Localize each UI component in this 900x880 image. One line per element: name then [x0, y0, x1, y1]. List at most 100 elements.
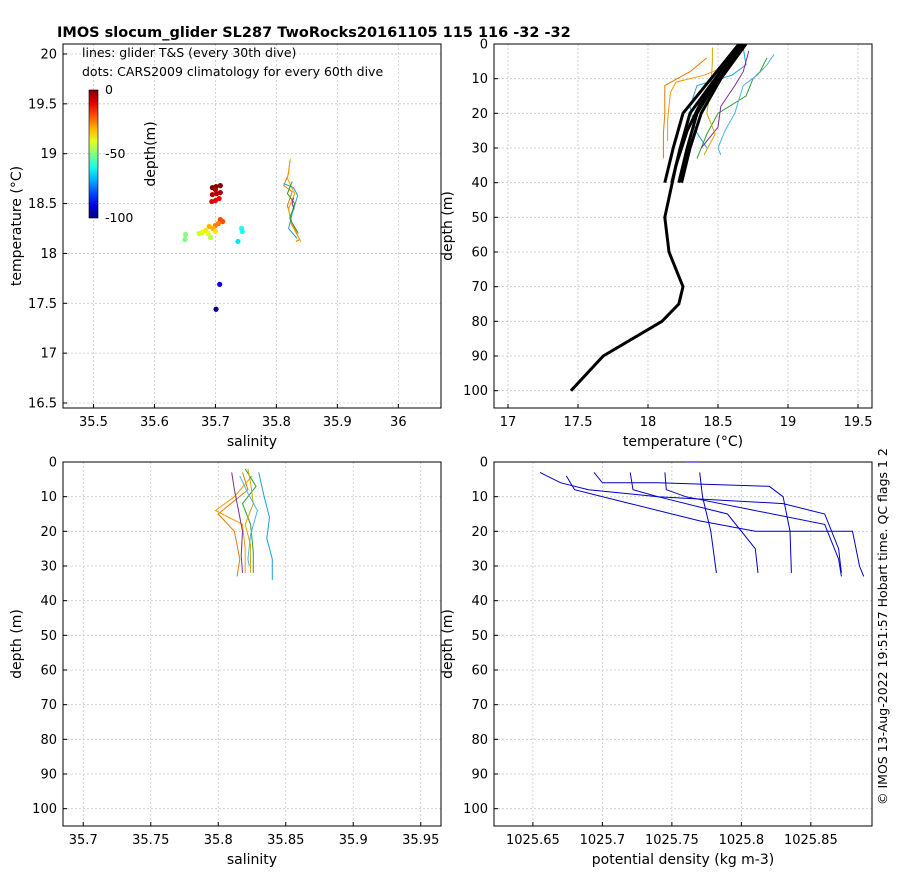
series-line-3-0: [539, 471, 759, 573]
salinity-depth-panel: 35.7 35.75 35.8 35.85 35.9 35.95 0 10 20 30 40 50 60…: [9, 456, 442, 868]
y-tick-label: 50: [40, 629, 57, 644]
y-tick-label: 18: [40, 247, 57, 262]
x-tick-label: 1025.65: [506, 833, 560, 848]
y-tick-label: 20: [471, 525, 488, 540]
y-tick-label: 19.5: [28, 97, 57, 112]
y-tick-label: 70: [471, 280, 488, 295]
series-line-1-4: [700, 50, 750, 149]
series-line-3-2: [593, 472, 792, 573]
y-tick-label: 100: [463, 384, 488, 399]
y-tick-label: 60: [471, 246, 488, 261]
y-axis-label: depth (m): [440, 609, 456, 679]
x-axis-label: salinity: [227, 852, 277, 868]
series-line-2-1: [214, 475, 253, 573]
x-tick-label: 19.5: [844, 415, 873, 430]
plot-frame-2: [62, 461, 442, 827]
series-line-0-1: [286, 158, 302, 242]
climatology-line-4: [569, 44, 746, 392]
y-tick-label: 80: [40, 733, 57, 748]
climatology-point-6: [217, 189, 223, 196]
depth-colorbar: [88, 89, 99, 219]
plot-frame-3: [493, 461, 873, 827]
y-tick-label: 70: [471, 698, 488, 713]
series-line-1-6: [717, 54, 775, 156]
legend-line-0: lines: glider T&S (every 30th dive): [82, 45, 296, 60]
y-tick-label: 17: [40, 347, 57, 362]
plot-frame-0: [62, 43, 442, 409]
climatology-point-22: [182, 231, 189, 238]
y-tick-label: 0: [49, 456, 57, 471]
series-line-2-4: [231, 472, 244, 573]
climatology-point-27: [217, 281, 223, 287]
y-tick-label: 0: [480, 456, 488, 471]
x-tick-label: 1025.8: [719, 833, 765, 848]
x-tick-label: 35.5: [79, 415, 108, 430]
y-tick-label: 10: [471, 490, 488, 505]
colorbar-tick-label: 0: [105, 82, 113, 97]
y-tick-label: 40: [471, 176, 488, 191]
series-line-2-0: [217, 472, 249, 577]
x-tick-label: 35.7: [69, 833, 98, 848]
x-tick-label: 35.8: [204, 833, 233, 848]
climatology-point-4: [209, 191, 215, 198]
x-tick-label: 1025.85: [784, 833, 838, 848]
ts-diagram-panel: 35.5 35.6 35.7 35.8 35.9 36 16.5 17 17.5 18 18.5 19…: [9, 43, 442, 450]
y-tick-label: 10: [40, 490, 57, 505]
x-tick-label: 1025.75: [645, 833, 699, 848]
y-tick-label: 20: [40, 525, 57, 540]
climatology-point-21: [207, 234, 214, 241]
x-tick-label: 19: [780, 415, 797, 430]
y-tick-label: 30: [40, 560, 57, 575]
x-tick-label: 35.9: [339, 833, 368, 848]
series-line-3-5: [699, 472, 717, 573]
y-tick-label: 100: [463, 802, 488, 817]
climatology-point-19: [205, 230, 211, 237]
temperature-depth-panel: 17 17.5 18 18.5 19 19.5 0 10 20 30 40 50 60 70 80 90 100…: [440, 38, 873, 450]
climatology-point-23: [182, 236, 188, 243]
y-tick-label: 40: [471, 594, 488, 609]
x-tick-label: 36: [390, 415, 407, 430]
y-tick-label: 90: [471, 768, 488, 783]
x-tick-label: 17.5: [564, 415, 593, 430]
legend-line-1: dots: CARS2009 climatology for every 60t…: [82, 64, 383, 79]
y-tick-label: 0: [480, 38, 488, 53]
y-tick-label: 30: [471, 560, 488, 575]
y-tick-label: 60: [471, 664, 488, 679]
x-axis-label: salinity: [227, 434, 277, 450]
x-tick-label: 17: [500, 415, 517, 430]
x-tick-label: 35.85: [267, 833, 304, 848]
series-line-3-3: [629, 472, 842, 573]
climatology-line-2: [663, 44, 741, 184]
climatology-point-13: [215, 220, 222, 227]
y-tick-label: 60: [40, 664, 57, 679]
climatology-point-20: [196, 230, 202, 237]
plot-frame-1: [493, 43, 873, 409]
series-line-3-1: [565, 475, 865, 577]
y-tick-label: 90: [471, 350, 488, 365]
series-line-2-6: [239, 475, 258, 567]
y-tick-label: 19: [40, 147, 57, 162]
climatology-point-11: [220, 218, 226, 225]
climatology-line-3: [680, 44, 748, 184]
y-tick-label: 80: [471, 315, 488, 330]
series-line-2-5: [244, 468, 254, 573]
y-tick-label: 50: [471, 629, 488, 644]
x-tick-label: 1025.7: [580, 833, 626, 848]
x-tick-label: 35.75: [132, 833, 169, 848]
climatology-point-28: [213, 306, 219, 312]
plot-area-0: [182, 158, 302, 312]
series-line-0-4: [291, 197, 295, 210]
y-axis-label: depth (m): [9, 609, 25, 679]
climatology-point-25: [239, 228, 245, 235]
series-line-1-0: [662, 57, 708, 159]
x-tick-label: 35.95: [402, 833, 439, 848]
climatology-point-3: [212, 187, 219, 193]
x-tick-label: 35.9: [323, 415, 352, 430]
y-tick-label: 20: [471, 107, 488, 122]
climatology-point-26: [235, 238, 241, 245]
x-tick-label: 18: [640, 415, 657, 430]
climatology-point-16: [212, 228, 219, 235]
climatology-point-9: [216, 195, 222, 202]
colorbar-tick-label: -100: [105, 210, 133, 225]
